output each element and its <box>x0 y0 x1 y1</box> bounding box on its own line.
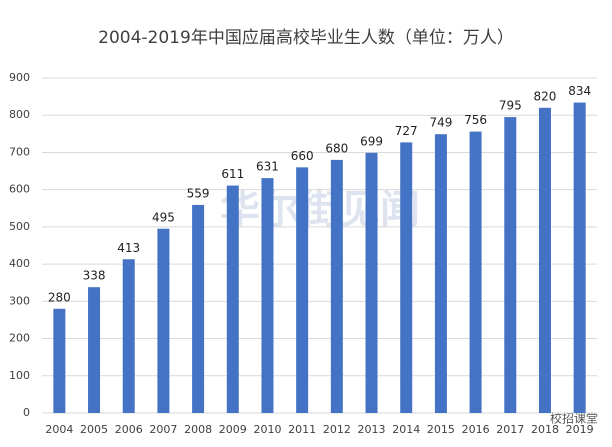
bar <box>296 167 309 413</box>
value-label: 338 <box>83 269 106 283</box>
value-label: 820 <box>534 89 557 103</box>
value-label: 413 <box>117 241 140 255</box>
x-tick-label: 2019 <box>566 423 594 436</box>
y-tick-label: 100 <box>9 369 30 382</box>
x-tick-label: 2011 <box>288 423 316 436</box>
y-tick-label: 600 <box>9 183 30 196</box>
y-tick-label: 400 <box>9 257 30 270</box>
y-tick-label: 800 <box>9 108 30 121</box>
x-tick-label: 2014 <box>392 423 420 436</box>
value-label: 749 <box>429 116 452 130</box>
value-label: 727 <box>395 124 418 138</box>
y-tick-label: 700 <box>9 145 30 158</box>
bar <box>88 287 101 413</box>
x-tick-label: 2010 <box>253 423 281 436</box>
bar <box>504 117 517 413</box>
value-label: 280 <box>48 290 71 304</box>
bar <box>469 131 482 413</box>
value-label: 660 <box>291 149 314 163</box>
bar <box>157 228 170 413</box>
value-label: 756 <box>464 113 487 127</box>
chart-title: 2004-2019年中国应届高校毕业生人数（单位：万人） <box>98 28 514 48</box>
x-tick-label: 2017 <box>496 423 524 436</box>
y-tick-label: 900 <box>9 71 30 84</box>
bar <box>122 259 135 413</box>
source-mark: 校招课堂 <box>550 411 598 426</box>
x-tick-label: 2009 <box>219 423 247 436</box>
bar <box>192 204 205 413</box>
value-label: 611 <box>221 167 244 181</box>
x-tick-label: 2007 <box>149 423 177 436</box>
bar <box>573 102 586 414</box>
y-tick-label: 300 <box>9 294 30 307</box>
value-label: 795 <box>499 99 522 113</box>
y-tick-label: 200 <box>9 332 30 345</box>
value-label: 834 <box>568 84 591 98</box>
x-tick-label: 2008 <box>184 423 212 436</box>
bar <box>434 134 447 413</box>
bar <box>261 178 274 413</box>
x-tick-label: 2013 <box>358 423 386 436</box>
value-label: 559 <box>187 186 210 200</box>
bar <box>538 107 551 414</box>
x-tick-label: 2005 <box>80 423 108 436</box>
x-tick-label: 2018 <box>531 423 559 436</box>
watermark: 华尔街见闻 <box>220 187 420 233</box>
x-tick-label: 2015 <box>427 423 455 436</box>
x-tick-label: 2004 <box>45 423 73 436</box>
bar <box>330 159 343 413</box>
value-label: 495 <box>152 210 175 224</box>
value-label: 631 <box>256 160 279 174</box>
bar <box>400 142 413 413</box>
value-label: 699 <box>360 134 383 148</box>
bar <box>53 308 66 413</box>
y-tick-label: 500 <box>9 220 30 233</box>
x-tick-label: 2016 <box>462 423 490 436</box>
value-label: 680 <box>325 141 348 155</box>
x-tick-label: 2012 <box>323 423 351 436</box>
bar <box>365 152 378 414</box>
x-tick-label: 2006 <box>115 423 143 436</box>
y-tick-label: 0 <box>23 406 30 419</box>
bar <box>226 185 239 413</box>
